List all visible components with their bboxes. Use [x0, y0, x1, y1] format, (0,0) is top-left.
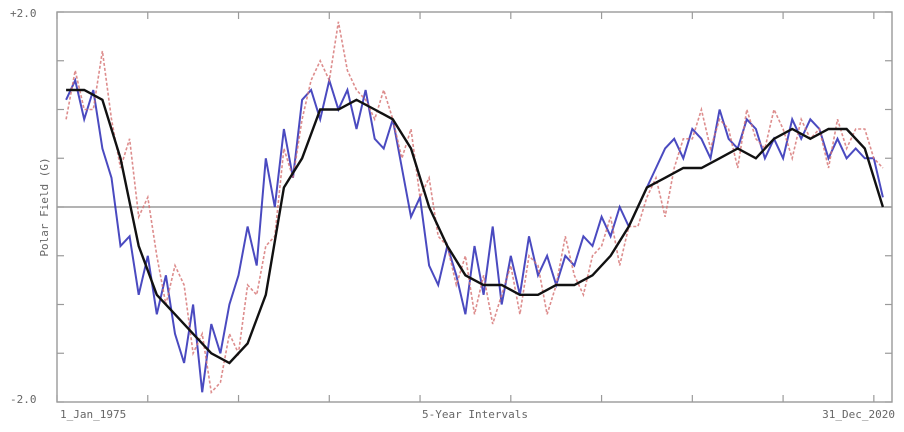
y-axis-title: Polar Field (G) [38, 157, 51, 256]
x-tick-label-start: 1_Jan_1975 [60, 408, 126, 421]
y-axis-ticks [57, 11, 892, 403]
x-tick-label-end: 31_Dec_2020 [822, 408, 895, 421]
x-axis-ticks [56, 12, 875, 402]
series-line-average [66, 88, 885, 365]
series-line-north [65, 76, 884, 393]
y-tick-label-bottom: -2.0 [10, 393, 37, 406]
x-axis-title: 5-Year Intervals [422, 408, 528, 421]
series-line-south [65, 21, 884, 395]
series-layer [65, 21, 885, 395]
y-tick-label-top: +2.0 [10, 7, 37, 20]
